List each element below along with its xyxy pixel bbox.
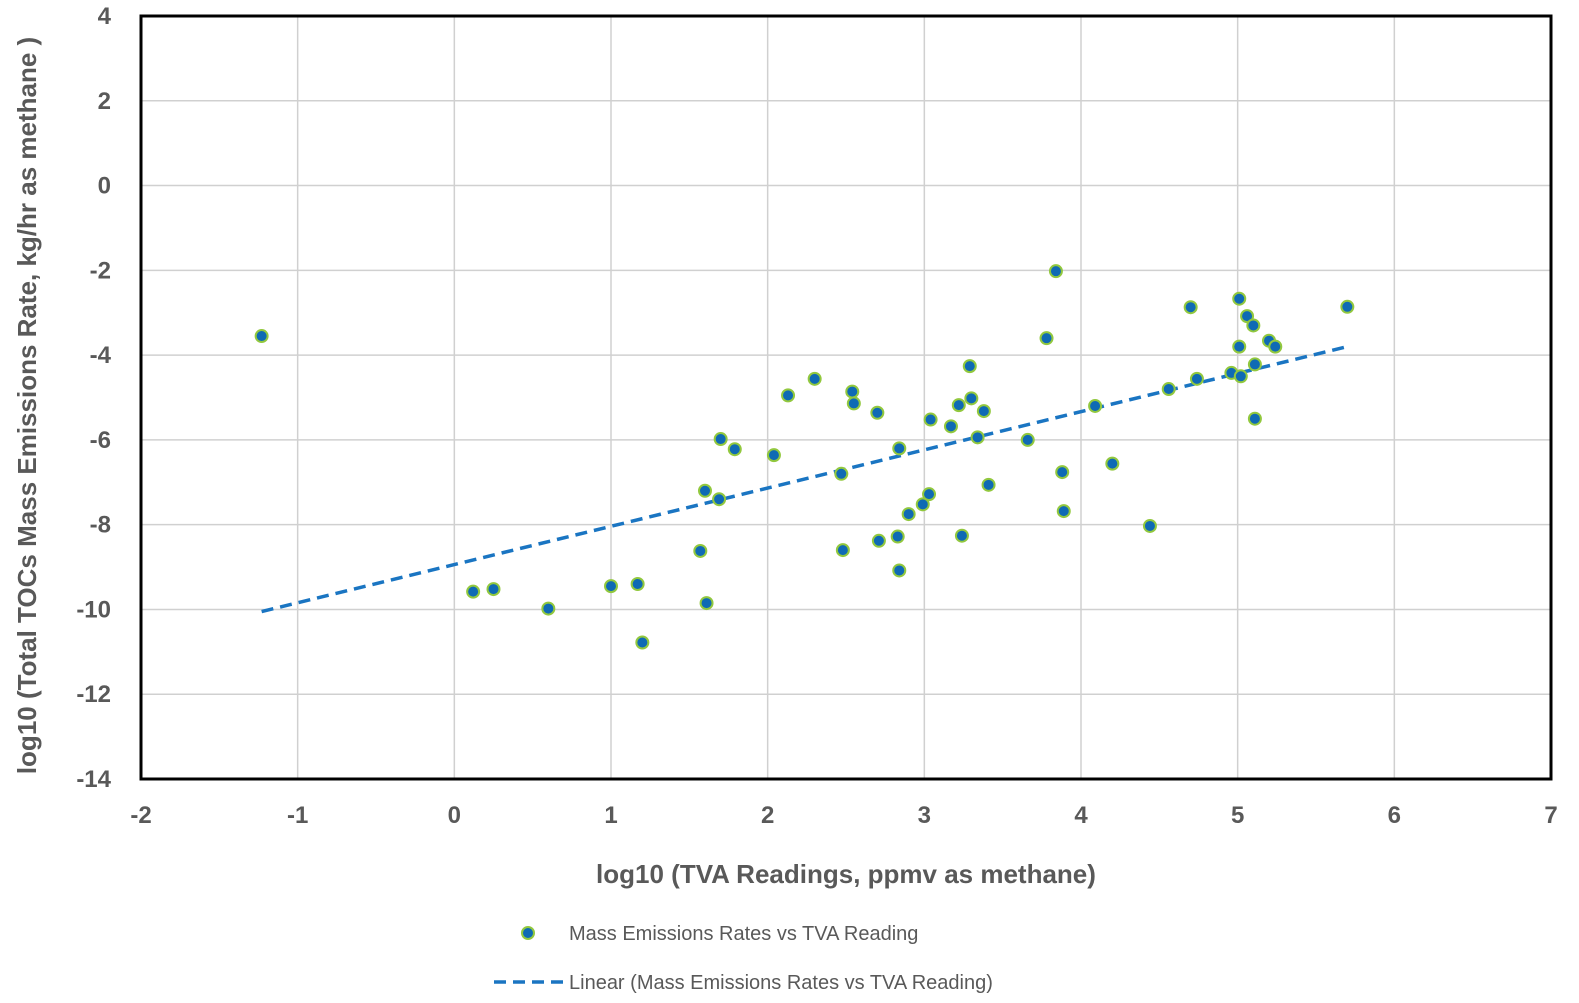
- legend-label-scatter: Mass Emissions Rates vs TVA Reading: [569, 923, 918, 945]
- data-point: [943, 419, 958, 434]
- data-point: [964, 391, 979, 406]
- data-point: [1183, 300, 1198, 315]
- data-point: [699, 596, 714, 611]
- data-point: [254, 329, 269, 344]
- data-point: [766, 448, 781, 463]
- data-point: [781, 388, 796, 403]
- data-point: [1088, 398, 1103, 413]
- y-tick-label: -8: [90, 512, 111, 539]
- data-point: [807, 371, 822, 386]
- y-tick-label: -6: [90, 427, 111, 454]
- y-tick-label: 2: [98, 88, 111, 115]
- data-points-layer: [254, 264, 1355, 650]
- data-point: [486, 582, 501, 597]
- data-point: [1020, 432, 1035, 447]
- data-point: [890, 529, 905, 544]
- data-point: [922, 487, 937, 502]
- data-point: [871, 533, 886, 548]
- legend-item-scatter: Mass Emissions Rates vs TVA Reading: [521, 923, 918, 945]
- data-point: [1142, 518, 1157, 533]
- data-point: [954, 528, 969, 543]
- legend-marker-icon: [521, 926, 535, 940]
- data-point: [693, 543, 708, 558]
- x-axis-ticks: -2 -1 0 1 2 3 4 5 6 7: [130, 802, 1557, 829]
- data-point: [892, 563, 907, 578]
- data-point: [915, 497, 930, 512]
- x-tick-label: 3: [918, 802, 931, 829]
- legend-label-linear: Linear (Mass Emissions Rates vs TVA Read…: [569, 972, 993, 994]
- legend: Mass Emissions Rates vs TVA Reading Line…: [494, 923, 993, 994]
- data-point: [962, 359, 977, 374]
- data-point: [1233, 369, 1248, 384]
- x-tick-label: 5: [1231, 802, 1244, 829]
- legend-item-linear: Linear (Mass Emissions Rates vs TVA Read…: [494, 972, 993, 994]
- data-point: [976, 404, 991, 419]
- data-point: [1268, 339, 1283, 354]
- data-point: [970, 430, 985, 445]
- data-point: [1240, 309, 1255, 324]
- y-tick-label: -10: [76, 596, 111, 623]
- y-tick-label: -14: [76, 766, 111, 793]
- data-point: [1340, 299, 1355, 314]
- data-point: [604, 579, 618, 594]
- data-point: [1232, 339, 1247, 354]
- trendline: [261, 344, 1348, 614]
- data-point: [712, 492, 727, 507]
- trendline-layer: [261, 344, 1348, 614]
- x-tick-label: 1: [604, 802, 617, 829]
- data-point: [541, 601, 556, 616]
- x-tick-label: 7: [1544, 802, 1557, 829]
- x-tick-label: -1: [287, 802, 308, 829]
- data-point: [630, 577, 645, 592]
- data-point: [713, 432, 728, 447]
- data-point: [1048, 264, 1063, 279]
- data-point: [1161, 382, 1176, 397]
- y-axis-ticks: 4 2 0 -2 -4 -6 -8 -10 -12 -14: [76, 3, 111, 793]
- grid-layer: [140, 15, 1552, 780]
- y-tick-label: -2: [90, 257, 111, 284]
- data-point: [635, 635, 650, 650]
- x-tick-label: 6: [1388, 802, 1401, 829]
- data-point: [1246, 318, 1261, 333]
- data-point: [698, 483, 712, 498]
- data-point: [1039, 331, 1054, 346]
- plot-area-border: [139, 14, 1553, 781]
- data-point: [1247, 411, 1262, 426]
- x-axis-title: log10 (TVA Readings, ppmv as methane): [596, 859, 1096, 889]
- data-point: [727, 442, 742, 457]
- data-point: [846, 396, 861, 411]
- data-point: [1247, 357, 1262, 372]
- y-tick-label: -12: [76, 681, 111, 708]
- data-point: [1105, 456, 1120, 471]
- data-point: [835, 543, 850, 558]
- data-point: [834, 466, 849, 481]
- x-tick-label: -2: [130, 802, 151, 829]
- data-point: [1232, 291, 1247, 306]
- y-axis-title: log10 (Total TOCs Mass Emissions Rate, k…: [12, 37, 42, 774]
- y-tick-label: 0: [98, 173, 111, 200]
- data-point: [870, 405, 885, 420]
- data-point: [1055, 465, 1070, 480]
- x-tick-label: 0: [448, 802, 461, 829]
- data-point: [1189, 371, 1204, 386]
- data-point: [901, 507, 916, 522]
- y-tick-label: -4: [90, 342, 112, 369]
- data-point: [923, 412, 938, 427]
- data-point: [1056, 504, 1071, 519]
- data-point: [981, 477, 996, 492]
- data-point: [951, 398, 966, 413]
- x-tick-label: 2: [761, 802, 774, 829]
- data-point: [466, 584, 481, 599]
- data-point: [845, 384, 860, 399]
- y-tick-label: 4: [98, 3, 112, 30]
- x-tick-label: 4: [1074, 802, 1088, 829]
- data-point: [892, 441, 907, 456]
